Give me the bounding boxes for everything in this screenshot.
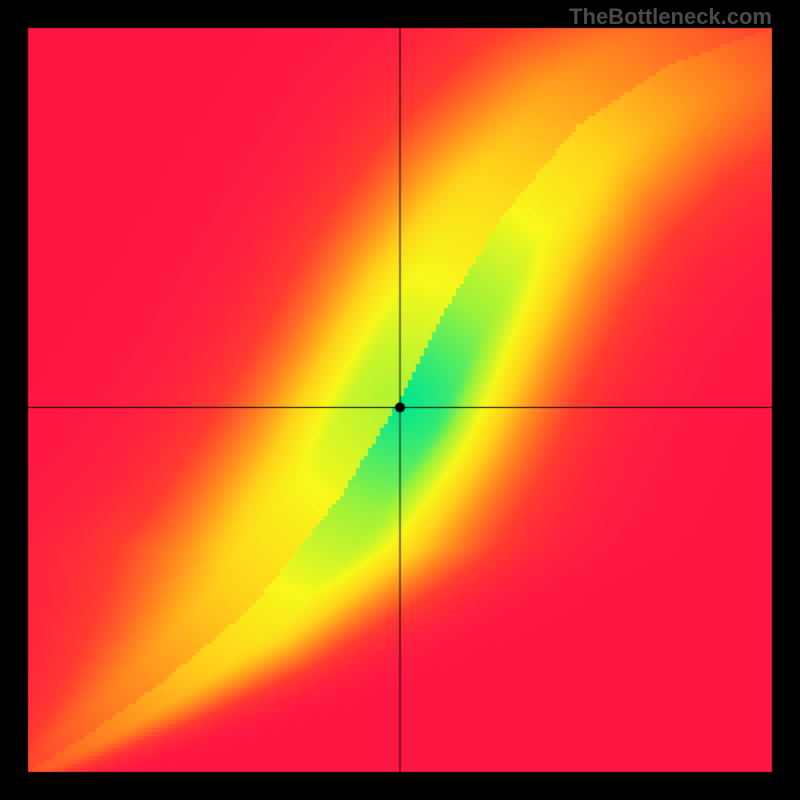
watermark-text: TheBottleneck.com: [569, 4, 772, 30]
chart-container: { "watermark": { "text": "TheBottleneck.…: [0, 0, 800, 800]
bottleneck-heatmap: [0, 0, 800, 800]
